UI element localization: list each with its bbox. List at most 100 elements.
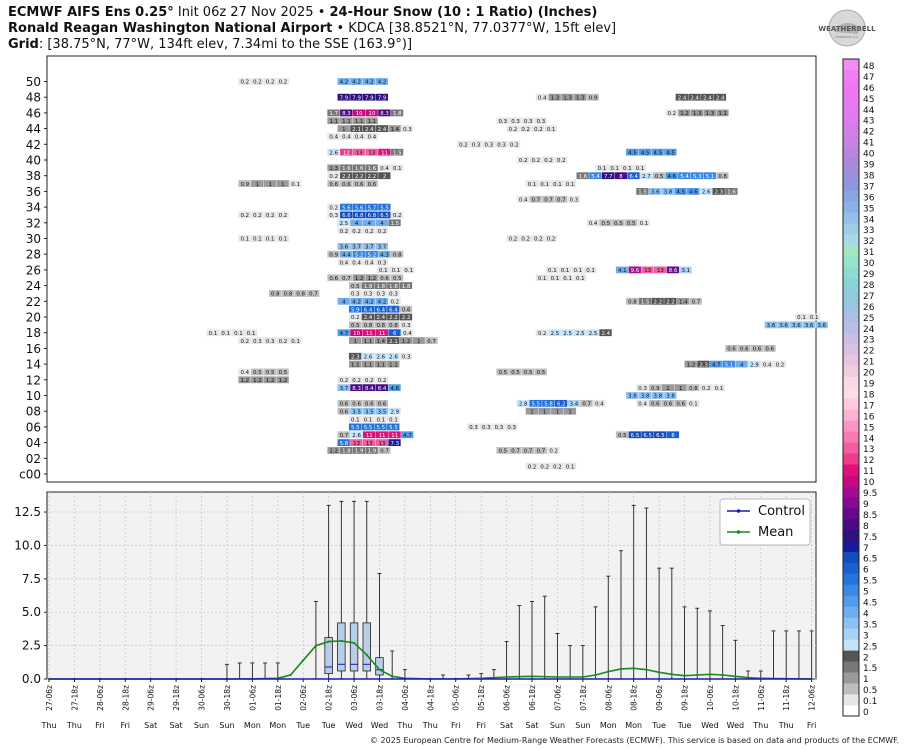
station-coords: • KDCA [38.8521°N, 77.0377°W, 15ft elev] bbox=[332, 21, 617, 36]
heat-cell-value: 11 bbox=[381, 150, 388, 156]
heat-cell-value: 0.8 bbox=[389, 323, 398, 329]
heat-cell-value: 0.3 bbox=[507, 425, 516, 431]
x-day-label: Thu bbox=[396, 721, 412, 730]
y-tick-label: 2.5 bbox=[22, 639, 41, 653]
heat-cell bbox=[375, 78, 388, 85]
heat-cell bbox=[402, 266, 415, 274]
member-label: 14 bbox=[26, 358, 41, 372]
heat-cell-value: 1.2 bbox=[279, 378, 288, 384]
colorbar-segment bbox=[843, 321, 859, 334]
heat-cell bbox=[584, 266, 597, 274]
heat-cell-value: 1.4 bbox=[679, 300, 688, 306]
heat-cell bbox=[263, 235, 277, 242]
colorbar-segment bbox=[843, 190, 859, 202]
colorbar-tick-label: 10 bbox=[863, 478, 875, 488]
heat-cell bbox=[378, 447, 391, 454]
x-tick-label: 28-06z bbox=[96, 685, 105, 711]
heat-cell-value: 3.6 bbox=[779, 323, 788, 329]
heat-cell-value: 0.1 bbox=[253, 237, 262, 243]
heat-cell-value: 4.5 bbox=[654, 150, 663, 156]
member-label: 36 bbox=[26, 185, 41, 199]
heat-cell-value: 0.6 bbox=[676, 402, 685, 408]
heat-cell bbox=[387, 360, 400, 368]
heat-cell bbox=[340, 274, 353, 282]
heat-cell-value: 0.5 bbox=[498, 449, 507, 455]
heat-cell-value: 0.8 bbox=[284, 292, 293, 298]
heat-cell-value: 8 bbox=[619, 174, 623, 180]
heat-cell-value: 1.2 bbox=[368, 276, 377, 282]
heat-cell bbox=[361, 313, 374, 321]
colorbar-segment bbox=[843, 551, 859, 563]
colorbar-segment bbox=[843, 606, 859, 618]
heat-cell bbox=[350, 258, 363, 266]
heat-cell-value: 2.9 bbox=[390, 409, 399, 415]
heat-cell bbox=[378, 250, 391, 258]
heat-cell-value: 2.1 bbox=[352, 127, 361, 133]
heat-cell bbox=[580, 399, 593, 407]
colorbar-segment bbox=[843, 442, 859, 454]
heat-cell bbox=[496, 117, 509, 125]
heat-cell-value: 2.4 bbox=[690, 95, 699, 101]
member-heatmap: c000204060810121416182022242628303234363… bbox=[19, 55, 828, 483]
heat-cell-value: 4.2 bbox=[352, 80, 361, 86]
heat-cell-value: 1.5 bbox=[393, 150, 402, 156]
member-label: 16 bbox=[26, 342, 41, 356]
heat-cell bbox=[516, 195, 530, 203]
heat-cell-value: 0.7 bbox=[537, 449, 546, 455]
heat-cell bbox=[362, 125, 376, 132]
heat-cell bbox=[352, 109, 366, 117]
heat-cell-value: 0.3 bbox=[638, 386, 647, 392]
heat-cell-value: 2.8 bbox=[519, 402, 528, 408]
heat-cell-value: 0.2 bbox=[390, 300, 399, 306]
heat-cell bbox=[509, 368, 522, 376]
colorbar-segment bbox=[843, 573, 859, 585]
heat-cell bbox=[352, 164, 366, 172]
heat-cell-value: 0.6 bbox=[765, 347, 774, 353]
heat-cell bbox=[626, 392, 639, 399]
colorbar-segment bbox=[843, 639, 859, 651]
grid-label: Grid bbox=[8, 37, 39, 52]
colorbar-segment bbox=[843, 650, 859, 662]
heat-cell bbox=[238, 235, 251, 242]
x-tick-label: 07-06z bbox=[553, 685, 562, 711]
colorbar-tick-label: 37 bbox=[863, 182, 874, 192]
heat-cell bbox=[340, 447, 353, 454]
heat-cell-value: 0.3 bbox=[403, 127, 412, 133]
heat-cell bbox=[374, 360, 387, 368]
x-day-label: Sat bbox=[170, 721, 183, 730]
member-label: 40 bbox=[26, 154, 41, 168]
heat-cell bbox=[365, 274, 378, 282]
heat-cell-value: 0.6 bbox=[340, 402, 349, 408]
colorbar-tick-label: 27 bbox=[863, 292, 874, 302]
heat-cell bbox=[561, 93, 574, 101]
heat-cell-value: 0.7 bbox=[427, 339, 436, 345]
heat-cell-value: 0.5 bbox=[601, 221, 610, 227]
heat-cell bbox=[815, 321, 828, 329]
heat-cell bbox=[701, 93, 714, 101]
colorbar-tick-label: 13 bbox=[863, 445, 874, 455]
heat-cell bbox=[340, 117, 353, 125]
heat-cell-value: 0.2 bbox=[266, 213, 275, 219]
member-label: 24 bbox=[26, 279, 41, 293]
colorbar-tick-label: 8 bbox=[863, 522, 869, 532]
heat-cell-value: 8.3 bbox=[342, 111, 351, 117]
heat-cell bbox=[388, 125, 401, 132]
heat-cell bbox=[399, 305, 413, 313]
heat-cell bbox=[352, 274, 366, 282]
heat-cell bbox=[586, 93, 599, 101]
x-day-label: Fri bbox=[807, 721, 817, 730]
heat-cell-value: 0.2 bbox=[459, 143, 468, 149]
heat-cell-value: 0.8 bbox=[393, 252, 402, 258]
heat-cell bbox=[289, 180, 302, 187]
colorbar-segment bbox=[843, 431, 859, 443]
heat-cell-value: 4 bbox=[380, 221, 384, 227]
colorbar-tick-label: 1.5 bbox=[863, 664, 877, 674]
heat-cell-value: 1.1 bbox=[364, 339, 373, 345]
heat-cell-value: 2.3 bbox=[699, 362, 708, 368]
colorbar-segment bbox=[843, 256, 859, 268]
heat-cell bbox=[388, 297, 401, 305]
heat-cell-value: 3.7 bbox=[352, 245, 361, 251]
colorbar-segment bbox=[843, 332, 859, 344]
heat-cell bbox=[399, 321, 413, 329]
colorbar-segment bbox=[843, 486, 859, 498]
